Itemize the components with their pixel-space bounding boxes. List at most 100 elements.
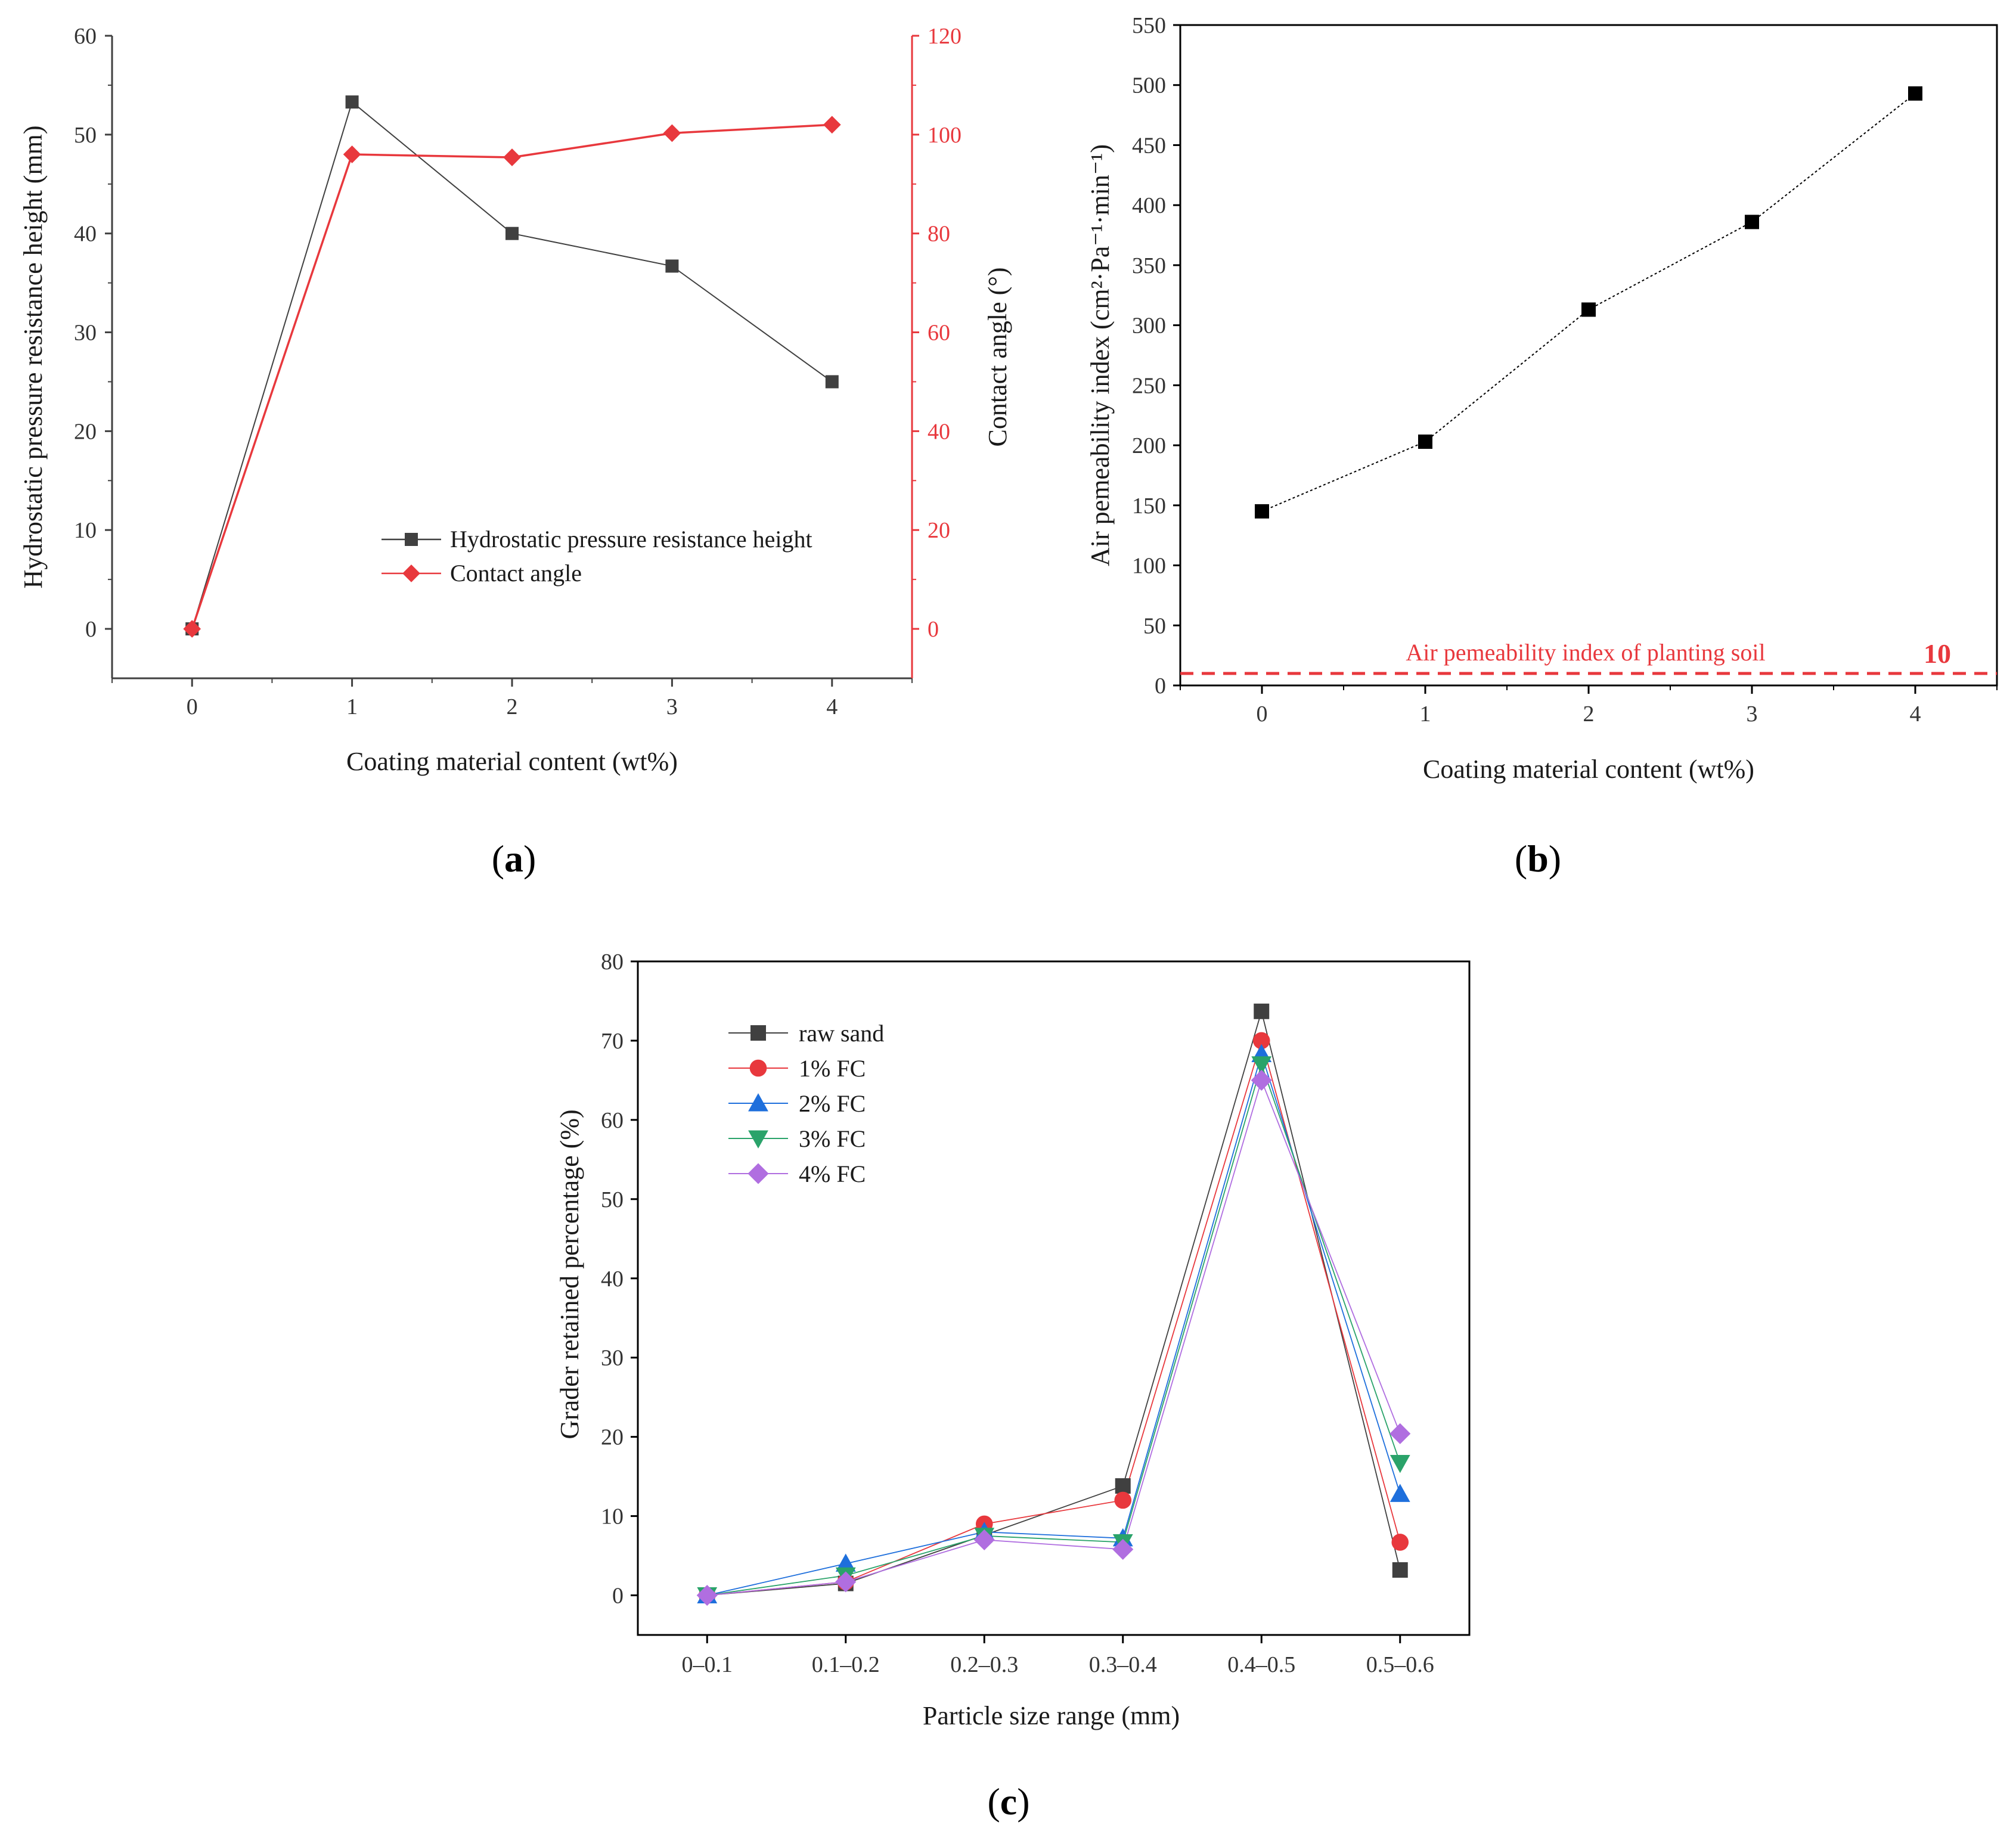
b-plot-frame [1179, 24, 1998, 687]
c-legend-label: 3% FC [799, 1125, 866, 1152]
c-legend-marker [749, 1059, 767, 1077]
c-legend-label: 2% FC [799, 1090, 866, 1117]
c-series-line-2pct-fc [707, 1052, 1401, 1596]
a-panel-label: (a) [492, 837, 536, 880]
b-y-tick-label: 450 [1132, 133, 1166, 158]
b-x-tick-label: 4 [1910, 702, 1921, 727]
c-x-tick-label: 0–0.1 [682, 1652, 733, 1677]
a-point-contact-angle [343, 145, 361, 163]
b-y-tick-label: 350 [1132, 253, 1166, 278]
a-point-contact-angle [823, 116, 841, 134]
a-y-tick-label: 30 [74, 321, 97, 346]
a-y2-tick-label: 100 [928, 123, 962, 148]
c-point-raw-sand [1115, 1478, 1131, 1494]
c-point-1pct-fc [1252, 1032, 1270, 1050]
c-legend-marker [748, 1130, 768, 1149]
c-point-1pct-fc [1391, 1534, 1409, 1551]
c-point-1pct-fc [1114, 1491, 1132, 1509]
b-x-axis-title: Coating material content (wt%) [1423, 755, 1754, 784]
c-point-raw-sand [1392, 1562, 1408, 1578]
c-point-3pct-fc [1390, 1454, 1410, 1473]
b-point [1581, 302, 1596, 317]
c-y-tick-label: 70 [601, 1029, 624, 1054]
c-point-4pct-fc [1390, 1423, 1411, 1444]
c-y-tick-label: 50 [601, 1187, 624, 1212]
c-x-tick-label: 0.3–0.4 [1089, 1652, 1157, 1677]
a-series-line-contact-angle [191, 123, 832, 629]
c-panel-paren-open: ( [987, 1780, 1000, 1823]
c-y-tick-label: 60 [601, 1108, 624, 1133]
b-y-tick-label: 150 [1132, 494, 1166, 519]
a-point-hydrostatic [505, 226, 519, 240]
a-legend-marker [402, 564, 420, 582]
a-y2-tick-label: 60 [928, 321, 950, 346]
c-panel-letter: c [1000, 1780, 1017, 1823]
b-y-tick-label: 200 [1132, 433, 1166, 458]
a-y-tick-label: 20 [74, 419, 97, 444]
c-point-4pct-fc [1251, 1069, 1272, 1091]
b-y-tick-label: 0 [1155, 674, 1166, 699]
a-y-tick-label: 50 [74, 123, 97, 148]
b-series-line [1261, 93, 1916, 512]
c-legend-label: 4% FC [799, 1160, 866, 1187]
a-y2-tick-label: 20 [928, 518, 950, 543]
c-legend-label: 1% FC [799, 1055, 866, 1082]
b-x-tick-label: 3 [1747, 702, 1758, 727]
a-point-contact-angle [663, 124, 681, 142]
c-y-tick-label: 0 [612, 1584, 624, 1609]
c-series-line-1pct-fc [707, 1038, 1401, 1596]
b-y-tick-label: 100 [1132, 554, 1166, 579]
a-point-contact-angle [503, 148, 521, 166]
b-panel-letter: b [1527, 837, 1549, 880]
c-legend-marker [748, 1093, 768, 1112]
c-point-4pct-fc [1112, 1538, 1134, 1560]
a-legend-label: Hydrostatic pressure resistance height [450, 526, 812, 553]
a-y-tick-label: 60 [74, 24, 97, 49]
a-x-tick-label: 4 [826, 694, 838, 719]
panel-a-chart: 0 10 20 30 40 50 60 0 20 40 60 80 100 120 0 1 2 3 4 Hydrost… [18, 24, 1012, 880]
a-y2-axis-title: Contact angle (°) [983, 267, 1012, 446]
c-y-axis-title: Grader retained percentage (%) [555, 1109, 584, 1439]
b-reference-value: 10 [1924, 638, 1951, 669]
b-x-tick-label: 1 [1420, 702, 1431, 727]
a-point-hydrostatic [345, 95, 359, 109]
b-panel-paren-close: ) [1549, 837, 1561, 880]
panel-c-chart: 0 10 20 30 40 50 60 70 80 0–0.1 0.1–0.2 0.2–0.3 0.3–… [555, 949, 1471, 1823]
c-panel-label: (c) [987, 1780, 1029, 1823]
b-point [1255, 504, 1269, 519]
b-y-tick-label: 250 [1132, 373, 1166, 398]
c-point-4pct-fc [835, 1571, 857, 1593]
a-y2-tick-label: 40 [928, 419, 950, 444]
a-y2-tick-label: 80 [928, 222, 950, 247]
a-y-axis-title: Hydrostatic pressure resistance height (… [18, 125, 48, 588]
c-point-3pct-fc [1251, 1056, 1272, 1075]
c-legend-marker [750, 1025, 766, 1041]
a-x-axis-title: Coating material content (wt%) [346, 747, 678, 776]
c-legend-marker [748, 1163, 769, 1184]
c-x-tick-label: 0.1–0.2 [812, 1652, 880, 1677]
a-legend-label: Contact angle [450, 560, 582, 587]
a-y-tick-label: 0 [85, 617, 97, 642]
b-point [1908, 86, 1922, 101]
c-point-2pct-fc [835, 1553, 856, 1572]
c-y-tick-label: 30 [601, 1346, 624, 1371]
a-x-tick-label: 2 [507, 694, 518, 719]
a-panel-paren-open: ( [492, 837, 504, 880]
a-point-hydrostatic [825, 375, 839, 389]
a-y2-tick-label: 0 [928, 617, 939, 642]
c-x-tick-label: 0.5–0.6 [1366, 1652, 1434, 1677]
b-panel-paren-open: ( [1515, 837, 1527, 880]
a-x-tick-label: 3 [666, 694, 678, 719]
b-y-axis-title: Air pemeability index (cm²·Pa⁻¹·min⁻¹) [1085, 144, 1115, 566]
a-x-tick-label: 0 [187, 694, 198, 719]
a-x-tick-label: 1 [346, 694, 358, 719]
c-x-axis-title: Particle size range (mm) [923, 1701, 1180, 1730]
b-y-tick-label: 50 [1143, 613, 1166, 638]
a-y-tick-label: 10 [74, 518, 97, 543]
b-reference-label: Air pemeability index of planting soil [1406, 639, 1765, 666]
c-y-tick-label: 40 [601, 1267, 624, 1292]
c-panel-paren-close: ) [1017, 1780, 1029, 1823]
b-point [1745, 215, 1759, 229]
c-x-tick-label: 0.4–0.5 [1227, 1652, 1295, 1677]
a-panel-letter: a [504, 837, 523, 880]
